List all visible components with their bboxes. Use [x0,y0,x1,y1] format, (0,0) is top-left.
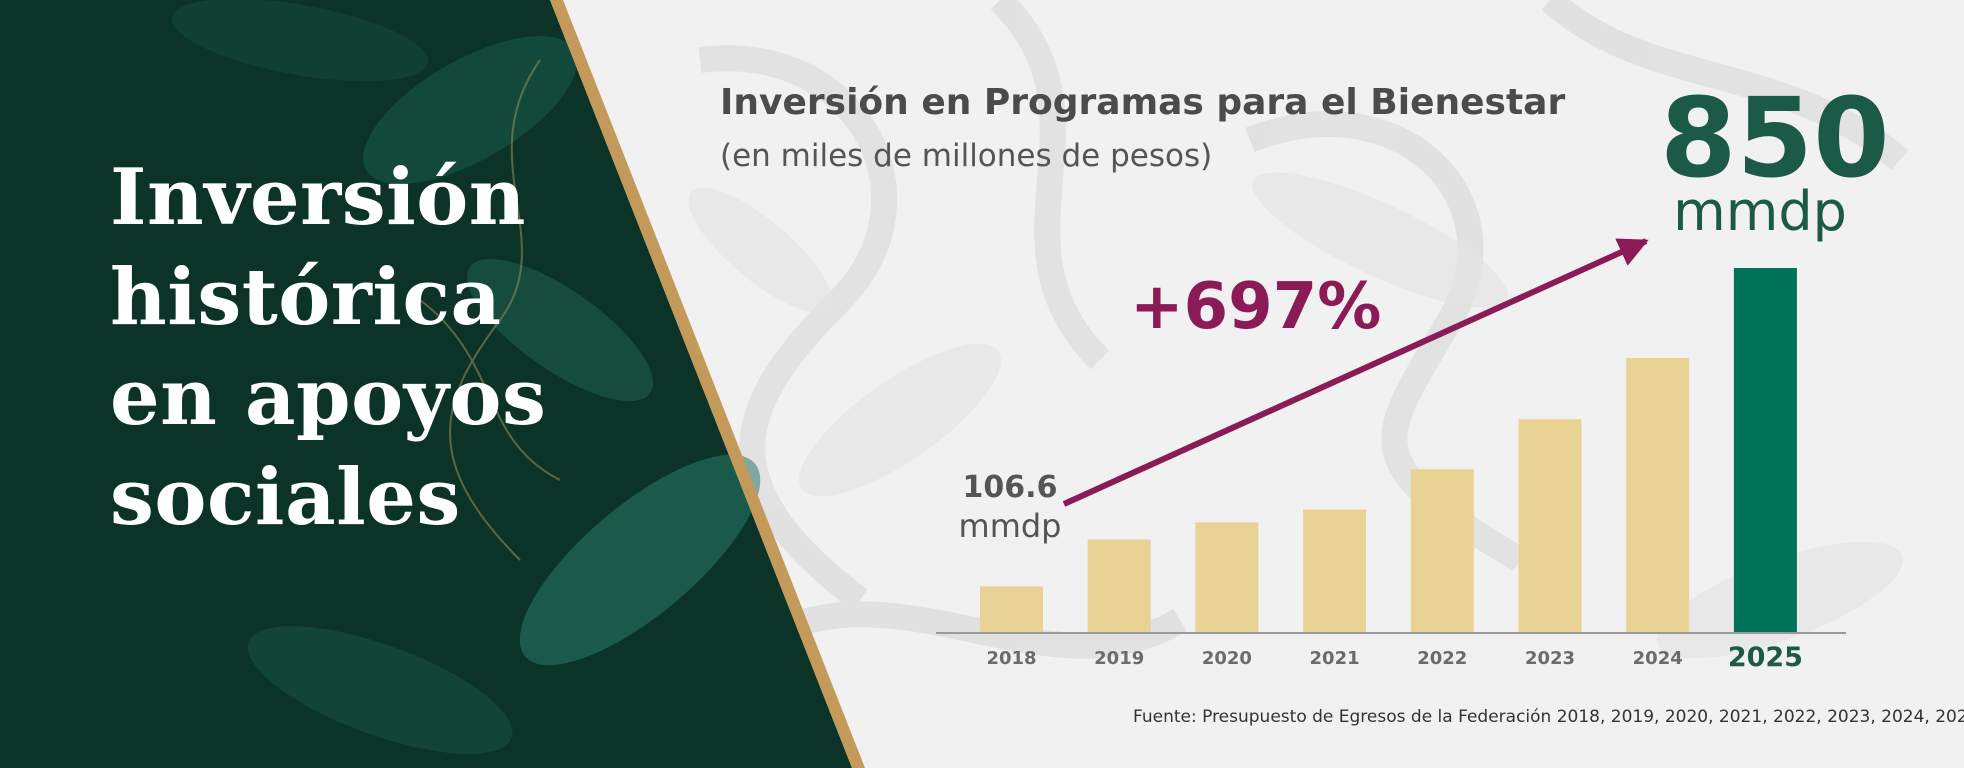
bar-2023 [1518,419,1582,632]
first-value-label: 106.6 [962,470,1058,505]
last-value-label: 850 [1660,74,1890,202]
bar-2025 [1733,268,1797,632]
growth-percentage: +697% [1130,270,1382,344]
x-tick-2023: 2023 [1525,648,1575,669]
x-tick-2021: 2021 [1310,648,1360,669]
x-tick-2025: 2025 [1728,642,1803,673]
bar-2022 [1410,469,1474,632]
headline-line-1: Inversión [110,152,527,243]
headline-line-3: en apoyos [110,352,547,443]
x-tick-2020: 2020 [1202,648,1252,669]
source-note: Fuente: Presupuesto de Egresos de la Fed… [1133,707,1964,727]
x-tick-2022: 2022 [1417,648,1467,669]
headline: Inversión histórica en apoyos sociales [110,148,546,548]
headline-line-2: histórica [110,252,502,343]
x-tick-2019: 2019 [1094,648,1144,669]
bar-2024 [1626,357,1690,632]
bar-2021 [1303,509,1367,632]
chart-subtitle: (en miles de millones de pesos) [720,138,1213,174]
x-tick-2018: 2018 [986,648,1036,669]
bar-2018 [980,586,1043,632]
chart-title: Inversión en Programas para el Bienestar [720,82,1566,123]
headline-line-4: sociales [110,452,461,543]
growth-arrow [1062,238,1649,507]
bar-2020 [1195,522,1259,632]
first-value-unit: mmdp [958,507,1062,545]
last-value-unit: mmdp [1673,180,1847,243]
bar-2019 [1087,539,1151,632]
x-tick-2024: 2024 [1633,648,1683,669]
